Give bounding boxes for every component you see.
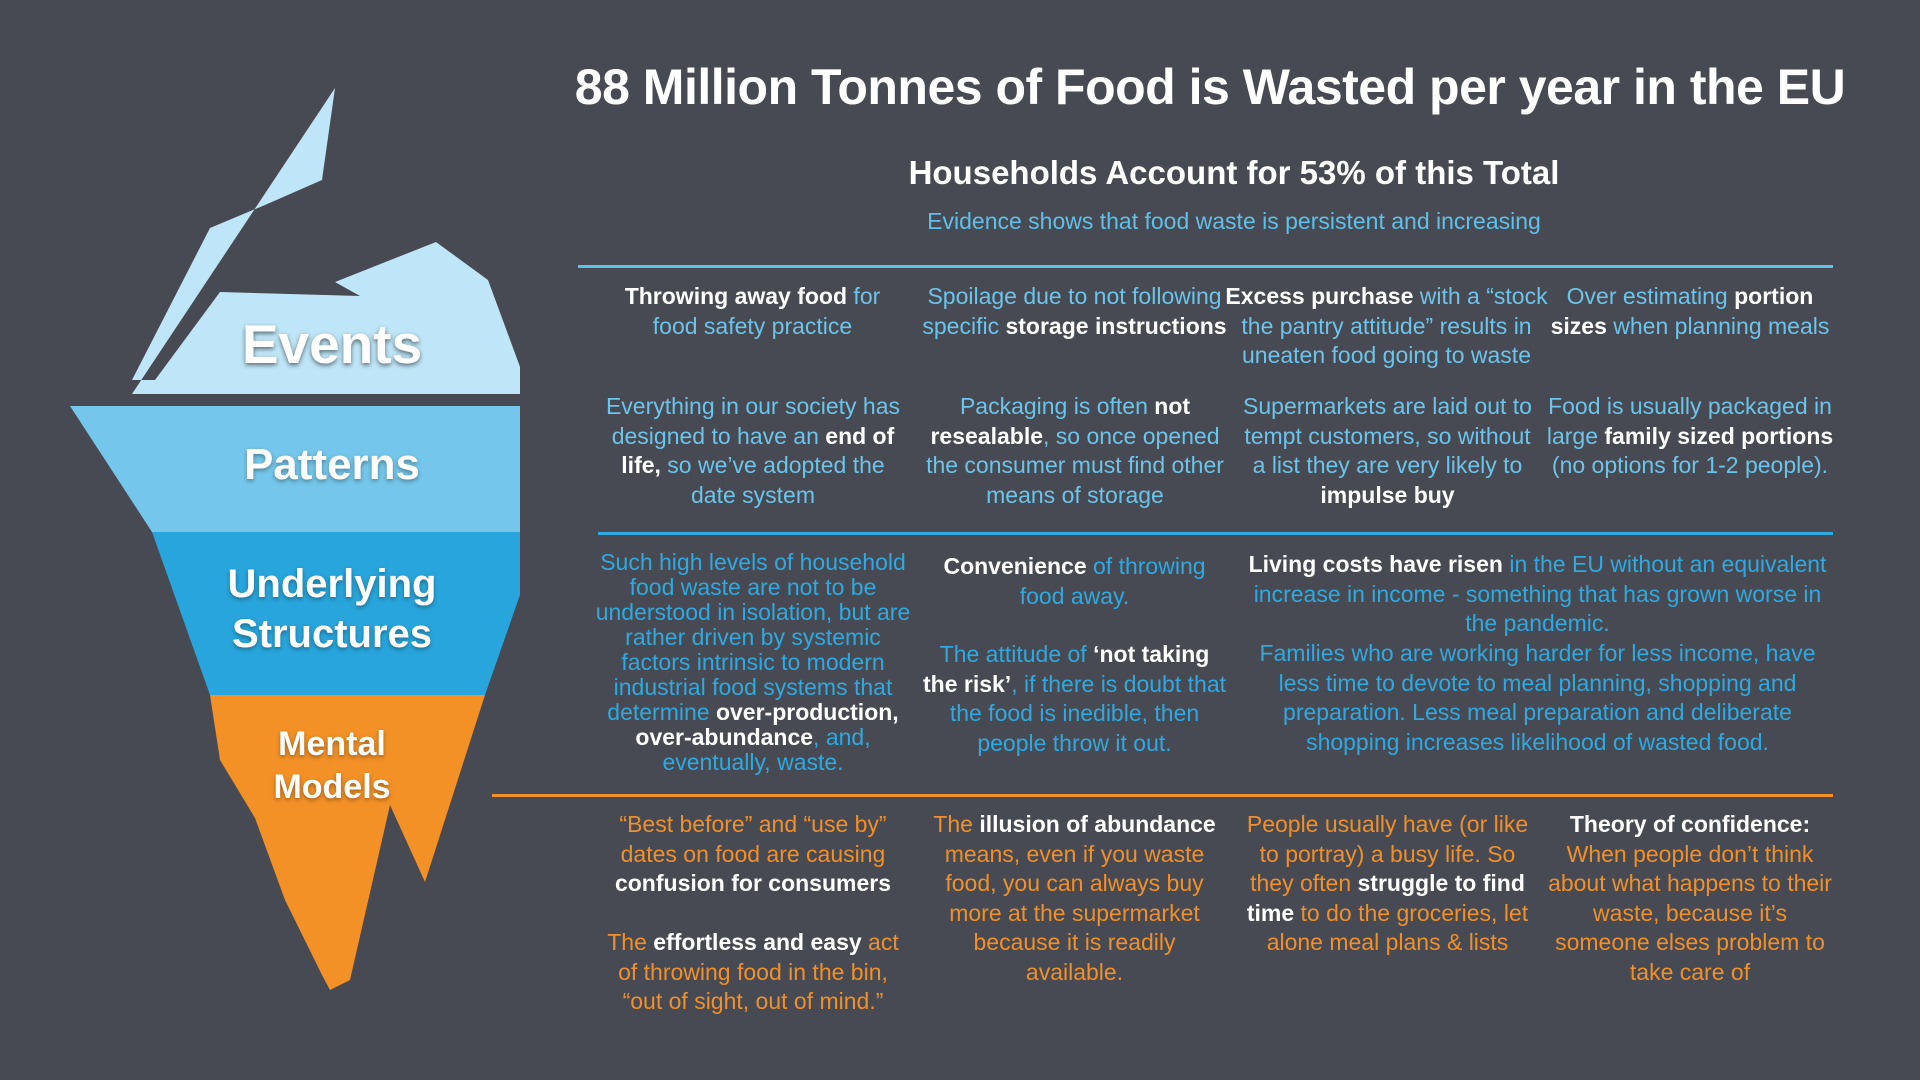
iceberg-patterns-layer [70, 406, 520, 532]
mental-cell-2: The illusion of abundance means, even if… [933, 811, 1216, 985]
events-cell-2: Spoilage due to not following specific s… [922, 283, 1227, 339]
structures-top-rule [598, 532, 1833, 535]
mental-cell-4: Theory of confidence: When people don’t … [1548, 811, 1832, 985]
mental-cell-1b: The effortless and easy act of throwing … [607, 929, 899, 1014]
structures-cell-1: Such high levels of household food waste… [595, 549, 911, 775]
events-cell-1: Throwing away food for food safety pract… [624, 283, 881, 339]
page-subtitle: Households Account for 53% of this Total [908, 154, 1560, 191]
patterns-cell-2: Packaging is often not resealable, so on… [926, 393, 1224, 508]
events-cell-3: Excess purchase with a “stock the pantry… [1225, 283, 1548, 368]
structures-cell-3a: Living costs have risen in the EU withou… [1248, 551, 1827, 636]
page-title: 88 Million Tonnes of Food is Wasted per … [574, 59, 1846, 115]
structures-cell-3b: Families who are working harder for less… [1259, 640, 1816, 755]
structures-cell-2b: The attitude of ‘not taking the risk’, i… [922, 641, 1226, 756]
patterns-cell-1: Everything in our society has designed t… [605, 393, 901, 508]
label-events: Events [241, 313, 423, 375]
patterns-cell-3: Supermarkets are laid out to tempt custo… [1243, 393, 1532, 508]
iceberg-events-layer [132, 88, 520, 394]
mental-cell-1: “Best before” and “use by” dates on food… [614, 811, 892, 896]
iceberg-illustration [70, 88, 520, 990]
structures-cell-2a: Convenience of throwing food away. [943, 553, 1206, 609]
label-structures: Structures [231, 612, 433, 656]
mental-top-rule [492, 794, 1833, 797]
iceberg-structures-layer [152, 532, 520, 695]
label-patterns: Patterns [243, 440, 421, 489]
evidence-note: Evidence shows that food waste is persis… [927, 208, 1541, 234]
mental-cell-3: People usually have (or like to portray)… [1246, 811, 1529, 955]
patterns-cell-4: Food is usually packaged in large family… [1546, 393, 1834, 478]
iceberg-mental-layer [210, 695, 485, 990]
events-cell-4: Over estimating portion sizes when plann… [1550, 283, 1830, 339]
label-models: Models [273, 768, 391, 806]
label-mental: Mental [278, 725, 386, 763]
events-top-rule [578, 265, 1833, 268]
label-underlying: Underlying [227, 562, 437, 606]
